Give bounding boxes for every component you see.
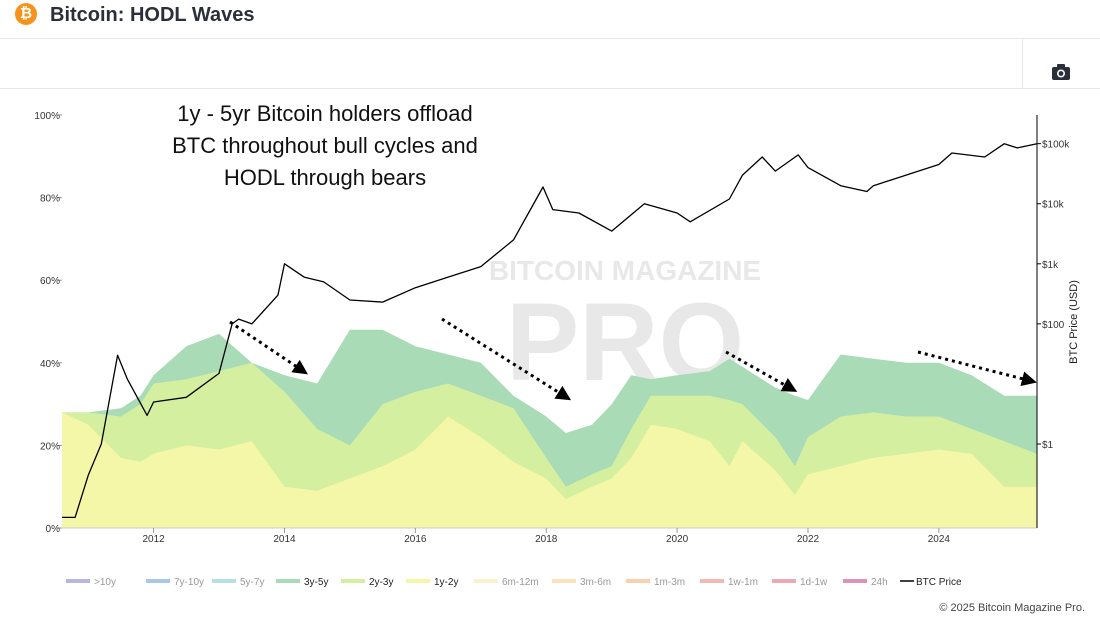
x-tick-label: 2022	[797, 534, 820, 545]
left-tick-label: 40%	[40, 359, 60, 370]
legend-item-BTC-Price[interactable]: BTC Price	[900, 577, 962, 588]
trend-arrows	[229, 317, 1037, 401]
annotation-line-3: HODL through bears	[224, 165, 426, 190]
right-tick-label: $10k	[1042, 200, 1065, 211]
right-axis-title: BTC Price (USD)	[1068, 280, 1080, 364]
legend-swatch	[146, 579, 170, 583]
arrow-1	[229, 320, 308, 375]
legend-label: 1w-1m	[728, 577, 758, 588]
legend-label: 3y-5y	[304, 577, 328, 588]
legend-item-1d-1w[interactable]: 1d-1w	[772, 577, 828, 588]
x-tick-label: 2014	[273, 534, 296, 545]
legend-item-1w-1m[interactable]: 1w-1m	[700, 577, 758, 588]
bitcoin-logo-icon: ₿	[15, 3, 37, 25]
legend-label: >10y	[94, 577, 116, 588]
left-tick-label: 60%	[40, 276, 60, 287]
right-tick-label: $1k	[1042, 260, 1059, 271]
legend-item-24h[interactable]: 24h	[843, 577, 888, 588]
legend-swatch	[66, 579, 90, 583]
right-axis: $1 $100 $1k $10k $100k	[1036, 115, 1070, 528]
legend-swatch	[276, 579, 300, 583]
annotation-text: 1y - 5yr Bitcoin holders offload BTC thr…	[172, 101, 478, 190]
camera-icon[interactable]	[1050, 62, 1072, 82]
legend-item-6m-12m[interactable]: 6m-12m	[474, 577, 539, 588]
arrow-3	[725, 350, 798, 392]
legend-label: 2y-3y	[369, 577, 393, 588]
left-axis: 0% 20% 40% 60% 80% 100%	[34, 111, 62, 535]
legend-label: BTC Price	[916, 577, 962, 588]
page-title: Bitcoin: HODL Waves	[50, 4, 255, 26]
legend-swatch	[552, 579, 576, 583]
legend-swatch	[700, 579, 724, 583]
legend-item-3m-6m[interactable]: 3m-6m	[552, 577, 611, 588]
annotation-line-2: BTC throughout bull cycles and	[172, 133, 478, 158]
legend-item-5y-7y[interactable]: 5y-7y	[212, 577, 264, 588]
page-header: ₿ Bitcoin: HODL Waves	[0, 0, 1100, 39]
hodl-waves-chart: BITCOIN MAGAZINE PRO 0%20%40%60%80%100% …	[34, 101, 1080, 588]
right-tick-label: $1	[1042, 440, 1054, 451]
annotation-line-1: 1y - 5yr Bitcoin holders offload	[177, 101, 473, 126]
legend-label: 5y-7y	[240, 577, 264, 588]
legend-swatch	[474, 579, 498, 583]
left-tick-label: 80%	[40, 194, 60, 205]
legend-label: 1d-1w	[800, 577, 828, 588]
btc-price-series	[62, 143, 1038, 519]
legend-label: 1m-3m	[654, 577, 685, 588]
left-tick-label: 20%	[40, 441, 60, 452]
left-tick-label: 0%	[46, 524, 61, 535]
right-tick-label: $100k	[1042, 140, 1070, 151]
area-1y-2y	[62, 412, 1037, 528]
chart-toolbar	[0, 39, 1100, 89]
area-series-group	[62, 329, 1037, 528]
legend-item-1m-3m[interactable]: 1m-3m	[626, 577, 685, 588]
legend-item-3y-5y[interactable]: 3y-5y	[276, 577, 328, 588]
x-tick-label: 2020	[666, 534, 689, 545]
toolbar-divider	[1022, 39, 1023, 88]
legend-item-7y-10y[interactable]: 7y-10y	[146, 577, 204, 588]
legend-swatch	[341, 579, 365, 583]
x-tick-label: 2024	[928, 534, 951, 545]
legend-swatch	[772, 579, 796, 583]
legend-label: 3m-6m	[580, 577, 611, 588]
x-tick-label: 2016	[404, 534, 427, 545]
legend-swatch	[212, 579, 236, 583]
copyright-text: © 2025 Bitcoin Magazine Pro.	[939, 602, 1085, 614]
legend-item-1y-2y[interactable]: 1y-2y	[406, 577, 458, 588]
left-tick-label: 100%	[34, 111, 60, 122]
right-tick-label: $100	[1042, 320, 1065, 331]
legend-item-2y-3y[interactable]: 2y-3y	[341, 577, 393, 588]
legend-swatch	[843, 579, 867, 583]
legend-item--10y[interactable]: >10y	[66, 577, 116, 588]
legend-swatch	[626, 579, 650, 583]
legend-label: 1y-2y	[434, 577, 458, 588]
x-tick-label: 2012	[142, 534, 165, 545]
x-axis: 2012 2014 2016 2018 2020 2022 2024	[62, 527, 1037, 545]
watermark-line1: BITCOIN MAGAZINE	[489, 255, 761, 286]
x-tick-label: 2018	[535, 534, 558, 545]
legend: >10y 7y-10y 5y-7y 3y-5y 2y-3y 1y-2y 6m-12m 3m-6…	[66, 577, 962, 588]
btc-price-line	[62, 143, 1038, 519]
arrow-4	[917, 350, 1037, 387]
legend-swatch	[406, 579, 430, 583]
legend-label: 24h	[871, 577, 888, 588]
area-2y-3y	[62, 362, 1037, 528]
legend-label: 7y-10y	[174, 577, 204, 588]
legend-label: 6m-12m	[502, 577, 539, 588]
